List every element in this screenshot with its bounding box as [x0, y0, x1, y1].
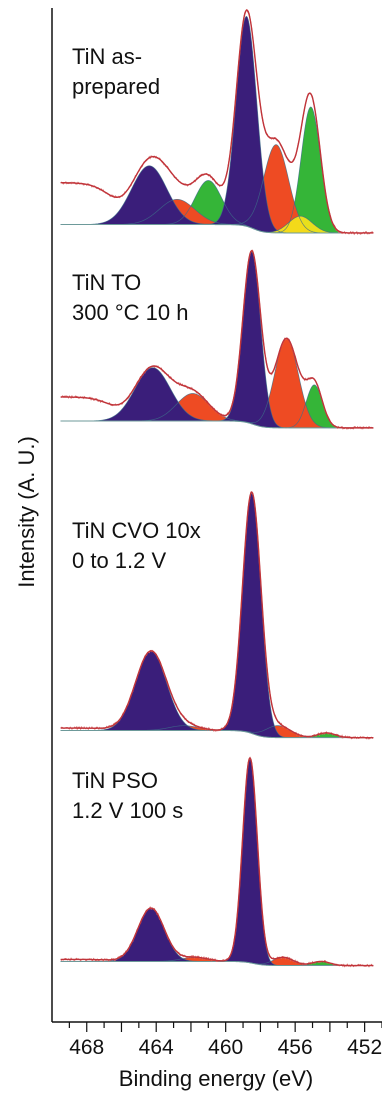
envelope-fit-line	[60, 249, 374, 429]
peak-fill-tin	[60, 384, 374, 428]
x-tick-label: 460	[208, 1036, 243, 1059]
envelope-fit-line	[60, 491, 374, 739]
peak-fill-tio2	[60, 251, 374, 428]
panel-2	[60, 249, 374, 430]
y-axis-title: Intensity (A. U.)	[14, 436, 39, 588]
panel-3	[60, 491, 374, 740]
envelope-fit-line	[60, 756, 374, 967]
envelope-fit-line	[60, 9, 374, 234]
panel-label-as-prepared-line1: TiN as-	[72, 44, 142, 69]
peak-fill-tio2	[60, 493, 374, 738]
peak-fill-tion	[60, 144, 374, 233]
x-tick-label: 464	[139, 1036, 174, 1059]
x-axis-title: Binding energy (eV)	[119, 1066, 313, 1091]
peak-fill-tion	[60, 725, 374, 738]
peak-fill-ti3plus	[60, 216, 374, 233]
x-tick-label: 456	[278, 1036, 313, 1059]
peak-fill-tin	[60, 106, 374, 233]
panel-label-cvo-line1: TiN CVO 10x	[72, 518, 201, 543]
panel-label-as-prepared-line2: prepared	[72, 74, 160, 99]
panel-label-pso-line2: 1.2 V 100 s	[72, 798, 183, 823]
background-line	[60, 420, 374, 429]
panel-label-to-line2: 300 °C 10 h	[72, 300, 188, 325]
panel-label-to-line1: TiN TO	[72, 270, 141, 295]
panel-label-pso-line1: TiN PSO	[72, 768, 158, 793]
x-tick-label: 468	[69, 1036, 104, 1059]
x-axis-ticks: 468 464 460 456 452	[68, 1022, 382, 1059]
background-line	[60, 224, 374, 234]
peak-fill-tio2	[60, 16, 374, 233]
panels	[60, 8, 374, 968]
panel-label-cvo-line2: 0 to 1.2 V	[72, 548, 167, 573]
panel-labels: TiN as- prepared TiN TO 300 °C 10 h TiN …	[72, 44, 201, 823]
panel-4	[60, 756, 374, 968]
panel-1	[60, 8, 374, 236]
x-tick-label: 452	[347, 1036, 382, 1059]
